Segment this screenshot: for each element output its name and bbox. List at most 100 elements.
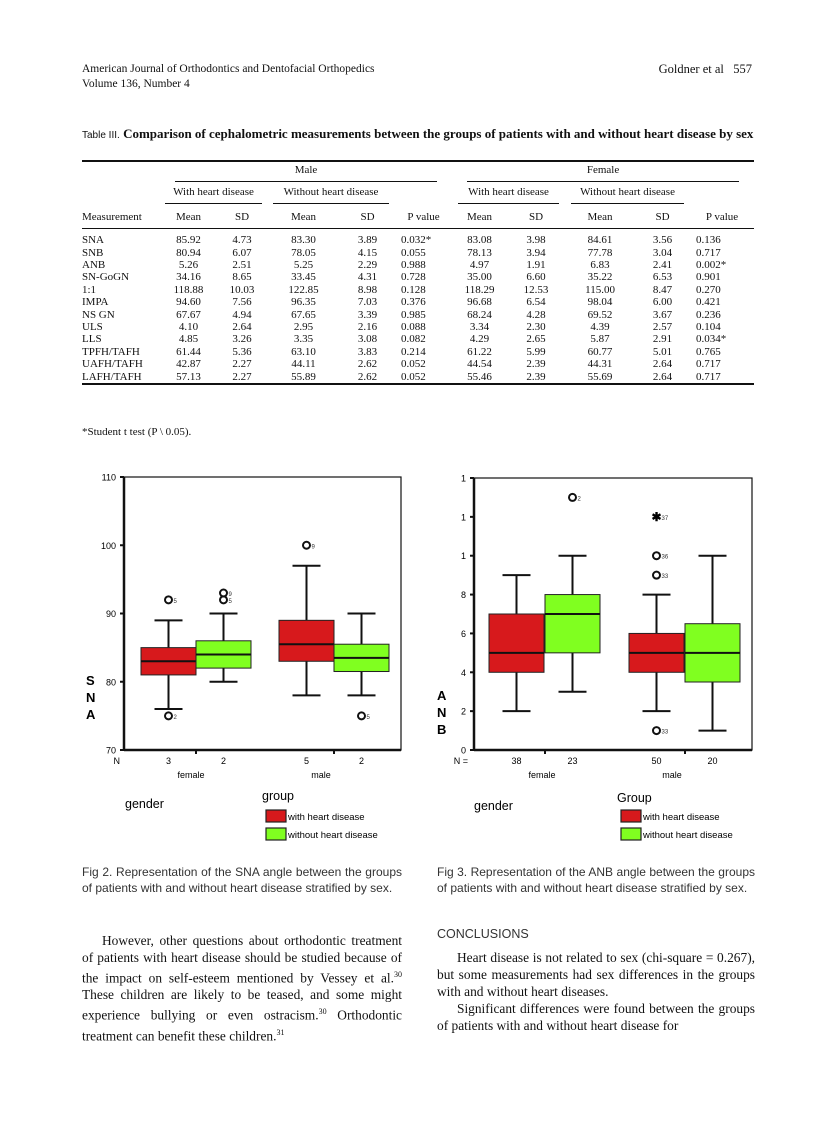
cell-value: 84.61 — [587, 234, 613, 247]
y-tick-label: 8 — [461, 590, 466, 600]
y-tick-label: 1 — [461, 512, 466, 522]
legend-label: without heart disease — [642, 830, 733, 841]
cell-value: 4.39 — [590, 320, 610, 333]
category-label: female — [528, 770, 555, 780]
column-header: Mean — [467, 210, 493, 223]
cell-value: 0.052 — [401, 370, 426, 383]
measurement-name: 1:1 — [82, 283, 97, 296]
cell-value: 2.29 — [357, 258, 378, 271]
cell-value: 0.717 — [696, 358, 721, 371]
legend-label: with heart disease — [642, 812, 720, 823]
outlier-point — [164, 711, 173, 721]
category-label: female — [177, 770, 204, 780]
cell-value: 0.128 — [401, 283, 426, 296]
table-footnote: *Student t test (P \ 0.05). — [82, 426, 192, 438]
outlier-label: 33 — [662, 574, 669, 580]
n-count: 2 — [221, 756, 226, 766]
cell-value: 0.236 — [696, 308, 721, 321]
cell-value: 2.27 — [232, 370, 252, 383]
group-header: With heart disease — [165, 186, 262, 205]
n-prefix: N — [114, 756, 121, 766]
cell-value: 83.08 — [467, 234, 492, 247]
measurement-name: SNA — [82, 234, 105, 247]
cell-value: 0.055 — [401, 246, 426, 259]
cell-value: 2.62 — [357, 370, 378, 383]
citation[interactable]: 30 — [394, 970, 402, 979]
cell-value: 5.36 — [232, 345, 252, 358]
cell-value: 5.25 — [293, 258, 314, 271]
outlier-point — [652, 570, 661, 580]
measurement-name: SN-GoGN — [82, 271, 130, 284]
cell-value: 69.52 — [587, 308, 613, 321]
measurement-name: LLS — [82, 333, 102, 346]
paragraph: Significant differences were found betwe… — [437, 1001, 755, 1033]
legend-swatch — [265, 809, 287, 823]
cell-value: 4.28 — [526, 308, 546, 321]
y-axis-label-letter: N — [86, 690, 95, 705]
y-tick-label: 0 — [461, 746, 466, 756]
cell-value: 4.10 — [178, 320, 199, 333]
cell-value: 3.34 — [469, 320, 490, 333]
cell-value: 77.78 — [587, 246, 613, 259]
cell-value: 44.31 — [587, 358, 613, 371]
extreme-outlier: ✱ — [651, 510, 661, 524]
cell-value: 8.98 — [357, 283, 378, 296]
table-row: SNB 80.94 6.07 78.05 4.15 0.055 78.13 3.94 77.78… — [82, 247, 754, 259]
table-row: 1:1 118.88 10.03 122.85 8.98 0.128 118.29 12.53… — [82, 284, 754, 296]
cell-value: 0.034* — [696, 333, 727, 346]
n-count: 5 — [304, 756, 309, 766]
cell-value: 42.87 — [176, 358, 201, 371]
outlier-label: 5 — [174, 599, 178, 605]
cell-value: 6.83 — [590, 258, 610, 271]
left-column-text: However, other questions about orthodont… — [82, 932, 402, 1044]
column-header: Mean — [290, 210, 317, 223]
outlier-label: 2 — [174, 715, 178, 721]
cell-value: 0.052 — [401, 358, 426, 371]
fig2-caption: Fig 2. Representation of the SNA angle b… — [82, 865, 402, 895]
cell-value: 96.35 — [291, 296, 316, 309]
citation[interactable]: 30 — [318, 1007, 327, 1017]
legend-title: group — [262, 789, 294, 803]
cell-value: 0.214 — [401, 345, 426, 358]
y-axis-label-letter: B — [437, 722, 446, 737]
cell-value: 63.10 — [291, 345, 316, 358]
y-tick-label: 90 — [106, 609, 116, 619]
journal-name: American Journal of Orthodontics and Den… — [82, 63, 375, 75]
cell-value: 0.421 — [696, 296, 721, 309]
cell-value: 2.64 — [652, 370, 673, 383]
cell-value: 5.99 — [526, 345, 546, 358]
outlier-point — [652, 551, 661, 561]
column-header: Measurement — [82, 210, 142, 223]
cell-value: 96.68 — [467, 296, 492, 309]
table-row: TPFH/TAFH 61.44 5.36 63.10 3.83 0.214 61.22 5.9… — [82, 346, 754, 358]
cell-value: 33.45 — [291, 271, 316, 284]
cell-value: 3.83 — [357, 345, 378, 358]
outlier-label: 5 — [229, 599, 233, 605]
measurement-name: ANB — [82, 258, 106, 271]
text: However, other questions about orthodont… — [82, 933, 402, 986]
cell-value: 6.53 — [652, 271, 673, 284]
cell-value: 61.44 — [176, 345, 201, 358]
table-row: UAFH/TAFH 42.87 2.27 44.11 2.62 0.052 44.54 2.3… — [82, 358, 754, 370]
cell-value: 98.04 — [587, 296, 613, 309]
citation[interactable]: 31 — [276, 1027, 285, 1037]
cell-value: 7.03 — [357, 296, 378, 309]
measurement-name: IMPA — [82, 296, 109, 309]
cell-value: 57.13 — [176, 370, 201, 383]
cell-value: 55.89 — [291, 370, 316, 383]
cell-value: 4.15 — [357, 246, 378, 259]
n-count: 50 — [651, 756, 661, 766]
running-header-right: Goldner et al 557 — [659, 62, 752, 77]
outlier-label: 37 — [662, 516, 669, 522]
cell-value: 67.67 — [176, 308, 201, 321]
cell-value: 4.85 — [178, 333, 199, 346]
outlier-label: 5 — [367, 715, 371, 721]
cell-value: 0.376 — [401, 296, 426, 309]
cell-value: 4.97 — [469, 258, 490, 271]
right-column-text: CONCLUSIONS Heart disease is not related… — [437, 926, 755, 1034]
cell-value: 3.98 — [526, 234, 546, 247]
cell-value: 44.54 — [467, 358, 492, 371]
y-tick-label: 1 — [461, 474, 466, 484]
cell-value: 67.65 — [291, 308, 316, 321]
